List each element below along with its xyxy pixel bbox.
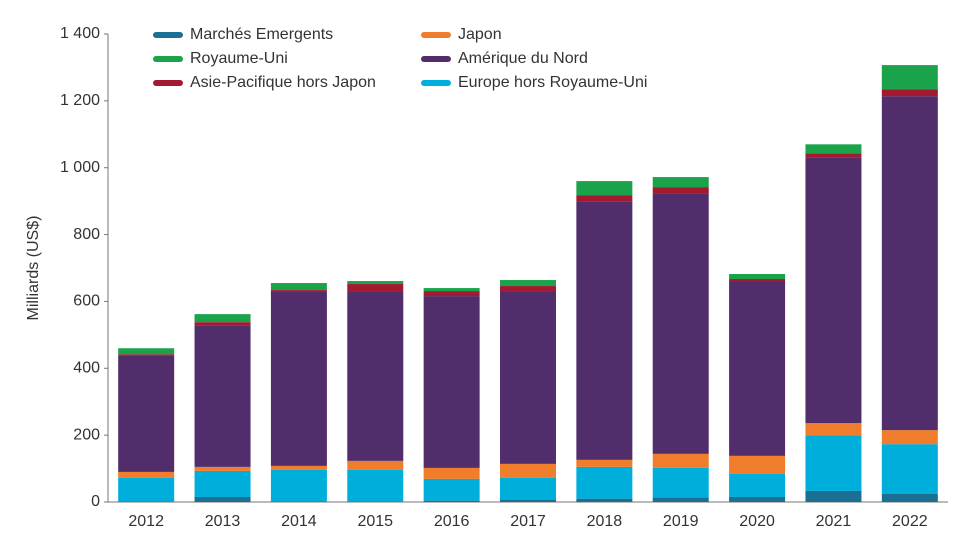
bar-segment — [729, 496, 786, 502]
x-tick-label: 2021 — [816, 513, 852, 530]
y-tick-label: 1 200 — [60, 92, 100, 109]
bar-segment — [423, 291, 480, 297]
bar-segment — [118, 501, 175, 502]
bar-segment — [347, 501, 404, 502]
bar-segment — [576, 459, 633, 467]
bar-segment — [500, 280, 556, 287]
bar-segment — [270, 290, 327, 292]
bar-segment — [118, 348, 175, 355]
bar-segment — [729, 281, 786, 456]
bar-segment — [500, 477, 556, 500]
x-tick-label: 2015 — [357, 513, 393, 530]
bar-segment — [576, 466, 633, 499]
bar-segment — [805, 153, 862, 158]
legend-label: Royaume-Uni — [190, 50, 288, 67]
bar-segment — [347, 281, 404, 285]
y-tick-label: 400 — [73, 360, 100, 377]
bar-segment — [194, 470, 251, 497]
bar-segment — [194, 466, 251, 471]
bar-segment — [500, 286, 556, 292]
bar-segment — [576, 195, 633, 202]
bar-segment — [270, 465, 327, 470]
legend-label: Asie-Pacifique hors Japon — [190, 74, 376, 91]
bar-segment — [118, 354, 175, 356]
y-axis-label: Milliards (US$) — [25, 216, 42, 321]
bar-segment — [729, 455, 786, 474]
x-tick-label: 2017 — [510, 513, 546, 530]
bar-segment — [500, 291, 556, 464]
bar-segment — [270, 501, 327, 502]
bar-segment — [423, 467, 480, 479]
bar-segment — [881, 96, 938, 431]
bar-segment — [347, 284, 404, 292]
bar-segment — [729, 279, 786, 282]
x-tick-label: 2016 — [434, 513, 470, 530]
bar-segment — [729, 473, 786, 497]
bar-segment — [118, 355, 175, 472]
bar-segment — [881, 430, 938, 445]
bar-segment — [500, 499, 556, 502]
bar-segment — [423, 296, 480, 468]
bar-segment — [270, 283, 327, 291]
bar-segment — [270, 469, 327, 502]
y-tick-label: 1 000 — [60, 159, 100, 176]
bar-segment — [500, 463, 556, 478]
bar-segment — [881, 444, 938, 494]
y-tick-label: 0 — [91, 493, 100, 510]
x-tick-label: 2013 — [205, 513, 241, 530]
bar-segment — [881, 89, 938, 97]
x-tick-label: 2014 — [281, 513, 317, 530]
legend-label: Amérique du Nord — [458, 50, 588, 67]
bar-segment — [652, 177, 709, 188]
bar-segment — [576, 498, 633, 502]
bar-segment — [576, 201, 633, 460]
bar-segment — [652, 467, 709, 498]
bar-segment — [118, 477, 175, 502]
legend-label: Marchés Emergents — [190, 26, 333, 43]
bar-segment — [194, 314, 251, 323]
x-tick-label: 2019 — [663, 513, 699, 530]
bar-segment — [805, 435, 862, 491]
x-tick-label: 2020 — [739, 513, 775, 530]
bar-segment — [652, 187, 709, 194]
bar-segment — [805, 157, 862, 424]
bar-segment — [423, 478, 480, 501]
bar-segment — [652, 193, 709, 454]
bar-segment — [881, 65, 938, 90]
x-tick-label: 2018 — [587, 513, 623, 530]
y-tick-label: 600 — [73, 293, 100, 310]
bar-segment — [194, 496, 251, 502]
bar-segment — [118, 471, 175, 478]
bar-segment — [423, 500, 480, 502]
y-tick-label: 800 — [73, 226, 100, 243]
x-tick-label: 2022 — [892, 513, 928, 530]
legend-label: Japon — [458, 26, 502, 43]
bar-segment — [652, 497, 709, 502]
bar-segment — [347, 291, 404, 461]
bar-segment — [881, 493, 938, 502]
bar-segment — [805, 144, 862, 154]
bar-segment — [194, 322, 251, 326]
bar-segment — [805, 490, 862, 502]
x-tick-label: 2012 — [128, 513, 164, 530]
bar-segment — [576, 181, 633, 196]
bar-segment — [423, 288, 480, 292]
legend-label: Europe hors Royaume-Uni — [458, 74, 647, 91]
bar-segment — [805, 423, 862, 436]
bar-segment — [729, 274, 786, 280]
bar-segment — [270, 291, 327, 466]
bar-segment — [652, 453, 709, 468]
y-tick-label: 1 400 — [60, 25, 100, 42]
bar-segment — [194, 325, 251, 467]
y-tick-label: 200 — [73, 426, 100, 443]
bar-segment — [347, 460, 404, 470]
bar-segment — [347, 469, 404, 502]
